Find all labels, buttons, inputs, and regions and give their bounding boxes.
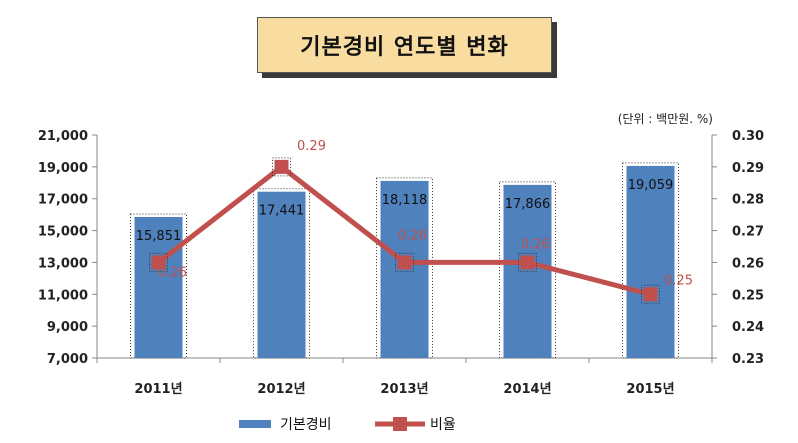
bar-data-label: 18,118 xyxy=(382,193,428,208)
chart-title: 기본경비 연도별 변화 xyxy=(300,35,509,60)
x-tick-label: 2012년 xyxy=(257,382,305,397)
chart-title-box: 기본경비 연도별 변화 xyxy=(257,17,552,73)
line-marker xyxy=(274,159,289,174)
legend-label-bar: 기본경비 xyxy=(280,417,332,433)
marker-selection-outline xyxy=(272,157,291,177)
unit-note: (단위 : 백만원. %) xyxy=(618,112,713,126)
line-data-label: 0.26 xyxy=(398,228,427,243)
right-tick-label: 0.30 xyxy=(732,129,764,144)
line-data-label: 0.29 xyxy=(297,139,326,154)
bar-selection-outline xyxy=(130,213,187,359)
bar-data-label: 17,441 xyxy=(259,204,305,219)
legend-swatch-bar xyxy=(239,420,271,428)
line-data-label: 0.26 xyxy=(158,265,187,280)
marker-selection-outline xyxy=(395,252,414,272)
right-tick-label: 0.23 xyxy=(732,352,764,367)
right-tick-label: 0.29 xyxy=(732,161,764,176)
x-tick-label: 2011년 xyxy=(134,382,182,397)
right-tick-label: 0.26 xyxy=(732,256,764,271)
left-tick-label: 7,000 xyxy=(47,352,88,367)
bar xyxy=(626,165,675,358)
x-tick-label: 2014년 xyxy=(503,382,551,397)
marker-selection-outline xyxy=(149,252,168,272)
legend-swatch-marker xyxy=(393,417,407,431)
x-tick-label: 2015년 xyxy=(626,382,674,397)
left-tick-label: 17,000 xyxy=(38,193,88,208)
right-tick-label: 0.28 xyxy=(732,193,764,208)
right-tick-label: 0.24 xyxy=(732,320,764,335)
left-tick-label: 15,000 xyxy=(38,225,88,240)
right-tick-label: 0.25 xyxy=(732,288,764,303)
bar-data-label: 19,059 xyxy=(628,178,674,193)
bar-selection-outline xyxy=(253,188,310,359)
bar xyxy=(257,191,306,358)
left-tick-label: 9,000 xyxy=(47,320,88,335)
marker-selection-outline xyxy=(641,284,660,304)
line-marker xyxy=(397,255,412,270)
right-tick-label: 0.27 xyxy=(732,225,764,240)
line-data-label: 0.26 xyxy=(521,237,550,252)
bar xyxy=(134,217,183,358)
bar xyxy=(380,180,429,358)
legend-label-line: 비율 xyxy=(430,417,456,433)
line-marker xyxy=(643,287,658,302)
left-tick-label: 19,000 xyxy=(38,161,88,176)
left-tick-label: 13,000 xyxy=(38,256,88,271)
line-marker xyxy=(151,255,166,270)
line-marker xyxy=(520,255,535,270)
left-tick-label: 11,000 xyxy=(38,288,88,303)
x-tick-label: 2013년 xyxy=(380,382,428,397)
left-tick-label: 21,000 xyxy=(38,129,88,144)
line-data-label: 0.25 xyxy=(664,273,693,288)
marker-selection-outline xyxy=(518,252,537,272)
bar-data-label: 15,851 xyxy=(136,229,182,244)
bar-data-label: 17,866 xyxy=(505,197,551,212)
